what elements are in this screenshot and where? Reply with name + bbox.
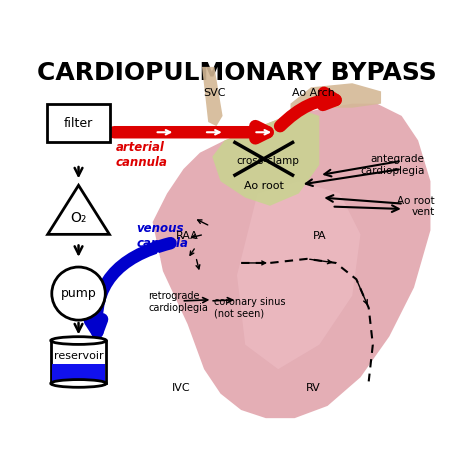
Polygon shape	[291, 83, 381, 116]
Polygon shape	[212, 112, 319, 206]
Ellipse shape	[51, 380, 106, 387]
Text: PA: PA	[312, 231, 326, 241]
Text: Ao root: Ao root	[244, 181, 284, 191]
Text: O₂: O₂	[70, 211, 87, 225]
Text: arterial
cannula: arterial cannula	[116, 141, 167, 169]
Text: IVC: IVC	[172, 383, 191, 392]
Text: Ao root
vent: Ao root vent	[397, 196, 435, 218]
Polygon shape	[48, 185, 109, 234]
FancyBboxPatch shape	[53, 364, 105, 382]
Text: RV: RV	[306, 383, 320, 392]
FancyBboxPatch shape	[51, 340, 106, 383]
Text: SVC: SVC	[203, 89, 226, 99]
Polygon shape	[202, 67, 223, 126]
Text: venous
cannula: venous cannula	[136, 222, 188, 250]
Text: filter: filter	[64, 117, 93, 129]
Polygon shape	[153, 104, 430, 418]
Text: antegrade
cardioplegia: antegrade cardioplegia	[360, 154, 424, 176]
FancyArrowPatch shape	[280, 93, 336, 126]
Circle shape	[52, 267, 105, 320]
FancyBboxPatch shape	[46, 104, 110, 143]
Text: retrograde
cardioplegia: retrograde cardioplegia	[148, 291, 209, 312]
Ellipse shape	[51, 337, 106, 345]
Polygon shape	[237, 181, 361, 369]
Text: reservoir: reservoir	[54, 351, 103, 361]
Text: pump: pump	[61, 287, 96, 300]
Text: cross-clamp: cross-clamp	[237, 156, 299, 166]
Text: CARDIOPULMONARY BYPASS: CARDIOPULMONARY BYPASS	[37, 61, 437, 85]
FancyArrowPatch shape	[114, 126, 268, 138]
FancyArrowPatch shape	[90, 243, 171, 332]
Text: coronary sinus
(not seen): coronary sinus (not seen)	[214, 297, 286, 319]
Text: RAA: RAA	[176, 231, 199, 241]
Text: Ao Arch: Ao Arch	[292, 89, 335, 99]
